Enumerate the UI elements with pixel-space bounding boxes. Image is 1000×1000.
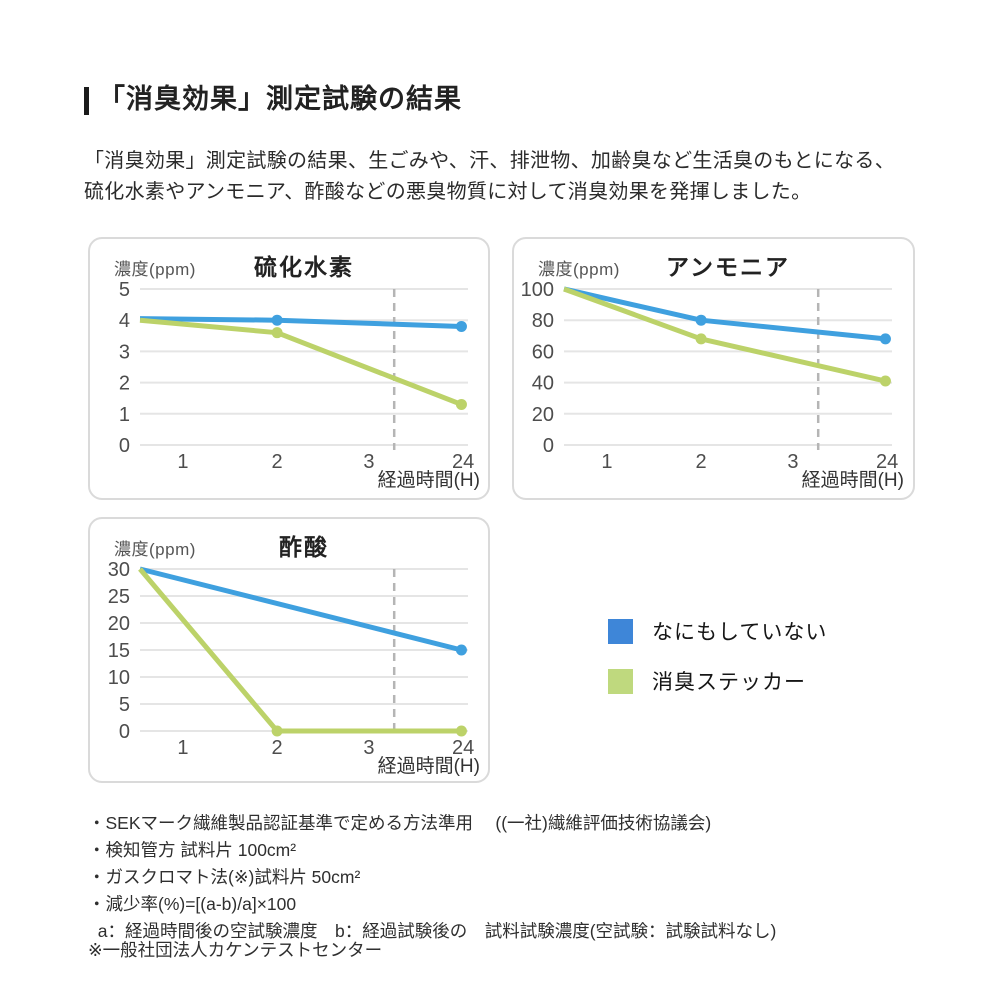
footnote-line: ・減少率(%)=[(a-b)/a]×100 [88, 894, 297, 914]
x-tick-label: 3 [363, 451, 374, 473]
y-tick-label: 80 [532, 310, 554, 332]
legend-label-untreated: なにもしていない [652, 621, 828, 644]
y-tick-label: 40 [532, 373, 554, 395]
x-tick-label: 1 [177, 737, 188, 759]
data-point [271, 327, 283, 339]
x-axis-label: 経過時間(H) [802, 469, 904, 491]
y-tick-label: 100 [521, 279, 554, 301]
data-point [695, 314, 707, 326]
data-point [879, 333, 891, 345]
page-title: 「消臭効果」測定試験の結果 [98, 84, 462, 114]
y-tick-label: 4 [119, 310, 130, 332]
plot-area-hydrogen-sulfide: 0 1 2 3 4 5 1 2 3 24 経過時間(H) [88, 279, 492, 504]
series-line [139, 566, 463, 653]
x-tick-label: 3 [787, 451, 798, 473]
y-tick-label: 60 [532, 341, 554, 363]
y-tick-label: 2 [119, 373, 130, 395]
data-point [271, 314, 283, 326]
y-axis-unit-label: 濃度(ppm) [114, 540, 196, 559]
heading-accent-bar [84, 87, 89, 115]
legend-swatch-green [608, 668, 633, 694]
y-tick-label: 25 [108, 586, 130, 608]
y-tick-label: 10 [108, 667, 130, 689]
intro-paragraph: 「消臭効果」測定試験の結果、生ごみや、汗、排泄物、加齢臭など生活臭のもとになる、… [84, 150, 895, 203]
x-tick-label: 24 [452, 737, 474, 759]
y-tick-label: 15 [108, 640, 130, 662]
chart-legend: なにもしていない 消臭ステッカー [608, 616, 827, 696]
chart-card-hydrogen-sulfide: 濃度(ppm) 硫化水素 0 1 2 3 4 5 1 2 3 24 経過時間(H) [88, 237, 490, 500]
legend-swatch-blue [608, 618, 633, 644]
y-tick-label: 5 [119, 279, 130, 301]
series-line [563, 286, 886, 342]
data-point [271, 725, 283, 737]
plot-area-acetic-acid: 0 5 10 15 20 25 30 1 2 3 24 経過時間(H) [88, 559, 492, 790]
y-tick-label: 5 [119, 694, 130, 716]
footnote-line: a：経過時間後の空試験濃度 b：経過試験後の 試料試験濃度(空試験：試験試料なし… [88, 921, 777, 941]
footnote-line: ・ガスクロマト法(※)試料片 50cm² [88, 867, 361, 887]
legend-item-untreated: なにもしていない [608, 616, 827, 646]
y-tick-label: 0 [119, 721, 130, 743]
y-tick-label: 20 [108, 613, 130, 635]
chart-title-hydrogen-sulfide: 硫化水素 [254, 254, 354, 280]
x-axis-label: 経過時間(H) [378, 469, 480, 491]
page-heading: 「消臭効果」測定試験の結果 [84, 83, 462, 115]
x-tick-label: 3 [363, 737, 374, 759]
bottom-note: ※一般社団法人カケンテストセンター [88, 940, 383, 960]
y-axis-unit-label: 濃度(ppm) [538, 260, 620, 279]
data-point [879, 375, 891, 387]
chart-title-acetic-acid: 酢酸 [279, 534, 329, 560]
y-tick-label: 0 [543, 435, 554, 457]
legend-label-deodorant-sticker: 消臭ステッカー [652, 671, 806, 694]
x-tick-label: 1 [601, 451, 612, 473]
data-point [455, 644, 467, 656]
legend-item-deodorant-sticker: 消臭ステッカー [608, 666, 827, 696]
x-tick-label: 2 [696, 451, 707, 473]
chart-card-ammonia: 濃度(ppm) アンモニア 0 20 40 60 80 100 1 2 3 24 経過時間(H) [512, 237, 915, 500]
data-point [455, 725, 467, 737]
data-point [455, 398, 467, 410]
y-tick-label: 20 [532, 404, 554, 426]
footnote-line: ・SEKマーク繊維製品認証基準で定める方法準用 ((一社)繊維評価技術協議会) [88, 813, 712, 833]
y-tick-label: 3 [119, 341, 130, 363]
plot-area-ammonia: 0 20 40 60 80 100 1 2 3 24 経過時間(H) [512, 279, 916, 504]
y-tick-label: 30 [108, 559, 130, 581]
y-tick-label: 0 [119, 435, 130, 457]
x-tick-label: 1 [177, 451, 188, 473]
x-tick-label: 24 [876, 451, 898, 473]
footnote-line: ・検知管方 試料片 100cm² [88, 840, 297, 860]
y-tick-label: 1 [119, 404, 130, 426]
x-axis-label: 経過時間(H) [378, 755, 480, 777]
chart-card-acetic-acid: 濃度(ppm) 酢酸 0 5 10 15 20 25 30 1 2 3 24 経過時間(H) [88, 517, 490, 783]
data-point [695, 333, 707, 345]
x-tick-label: 2 [272, 737, 283, 759]
chart-title-ammonia: アンモニア [665, 254, 791, 280]
x-tick-label: 24 [452, 451, 474, 473]
series-line [139, 317, 463, 407]
footnotes: ・SEKマーク繊維製品認証基準で定める方法準用 ((一社)繊維評価技術協議会) … [88, 810, 776, 945]
data-point [455, 320, 467, 332]
x-tick-label: 2 [272, 451, 283, 473]
y-axis-unit-label: 濃度(ppm) [114, 260, 196, 279]
